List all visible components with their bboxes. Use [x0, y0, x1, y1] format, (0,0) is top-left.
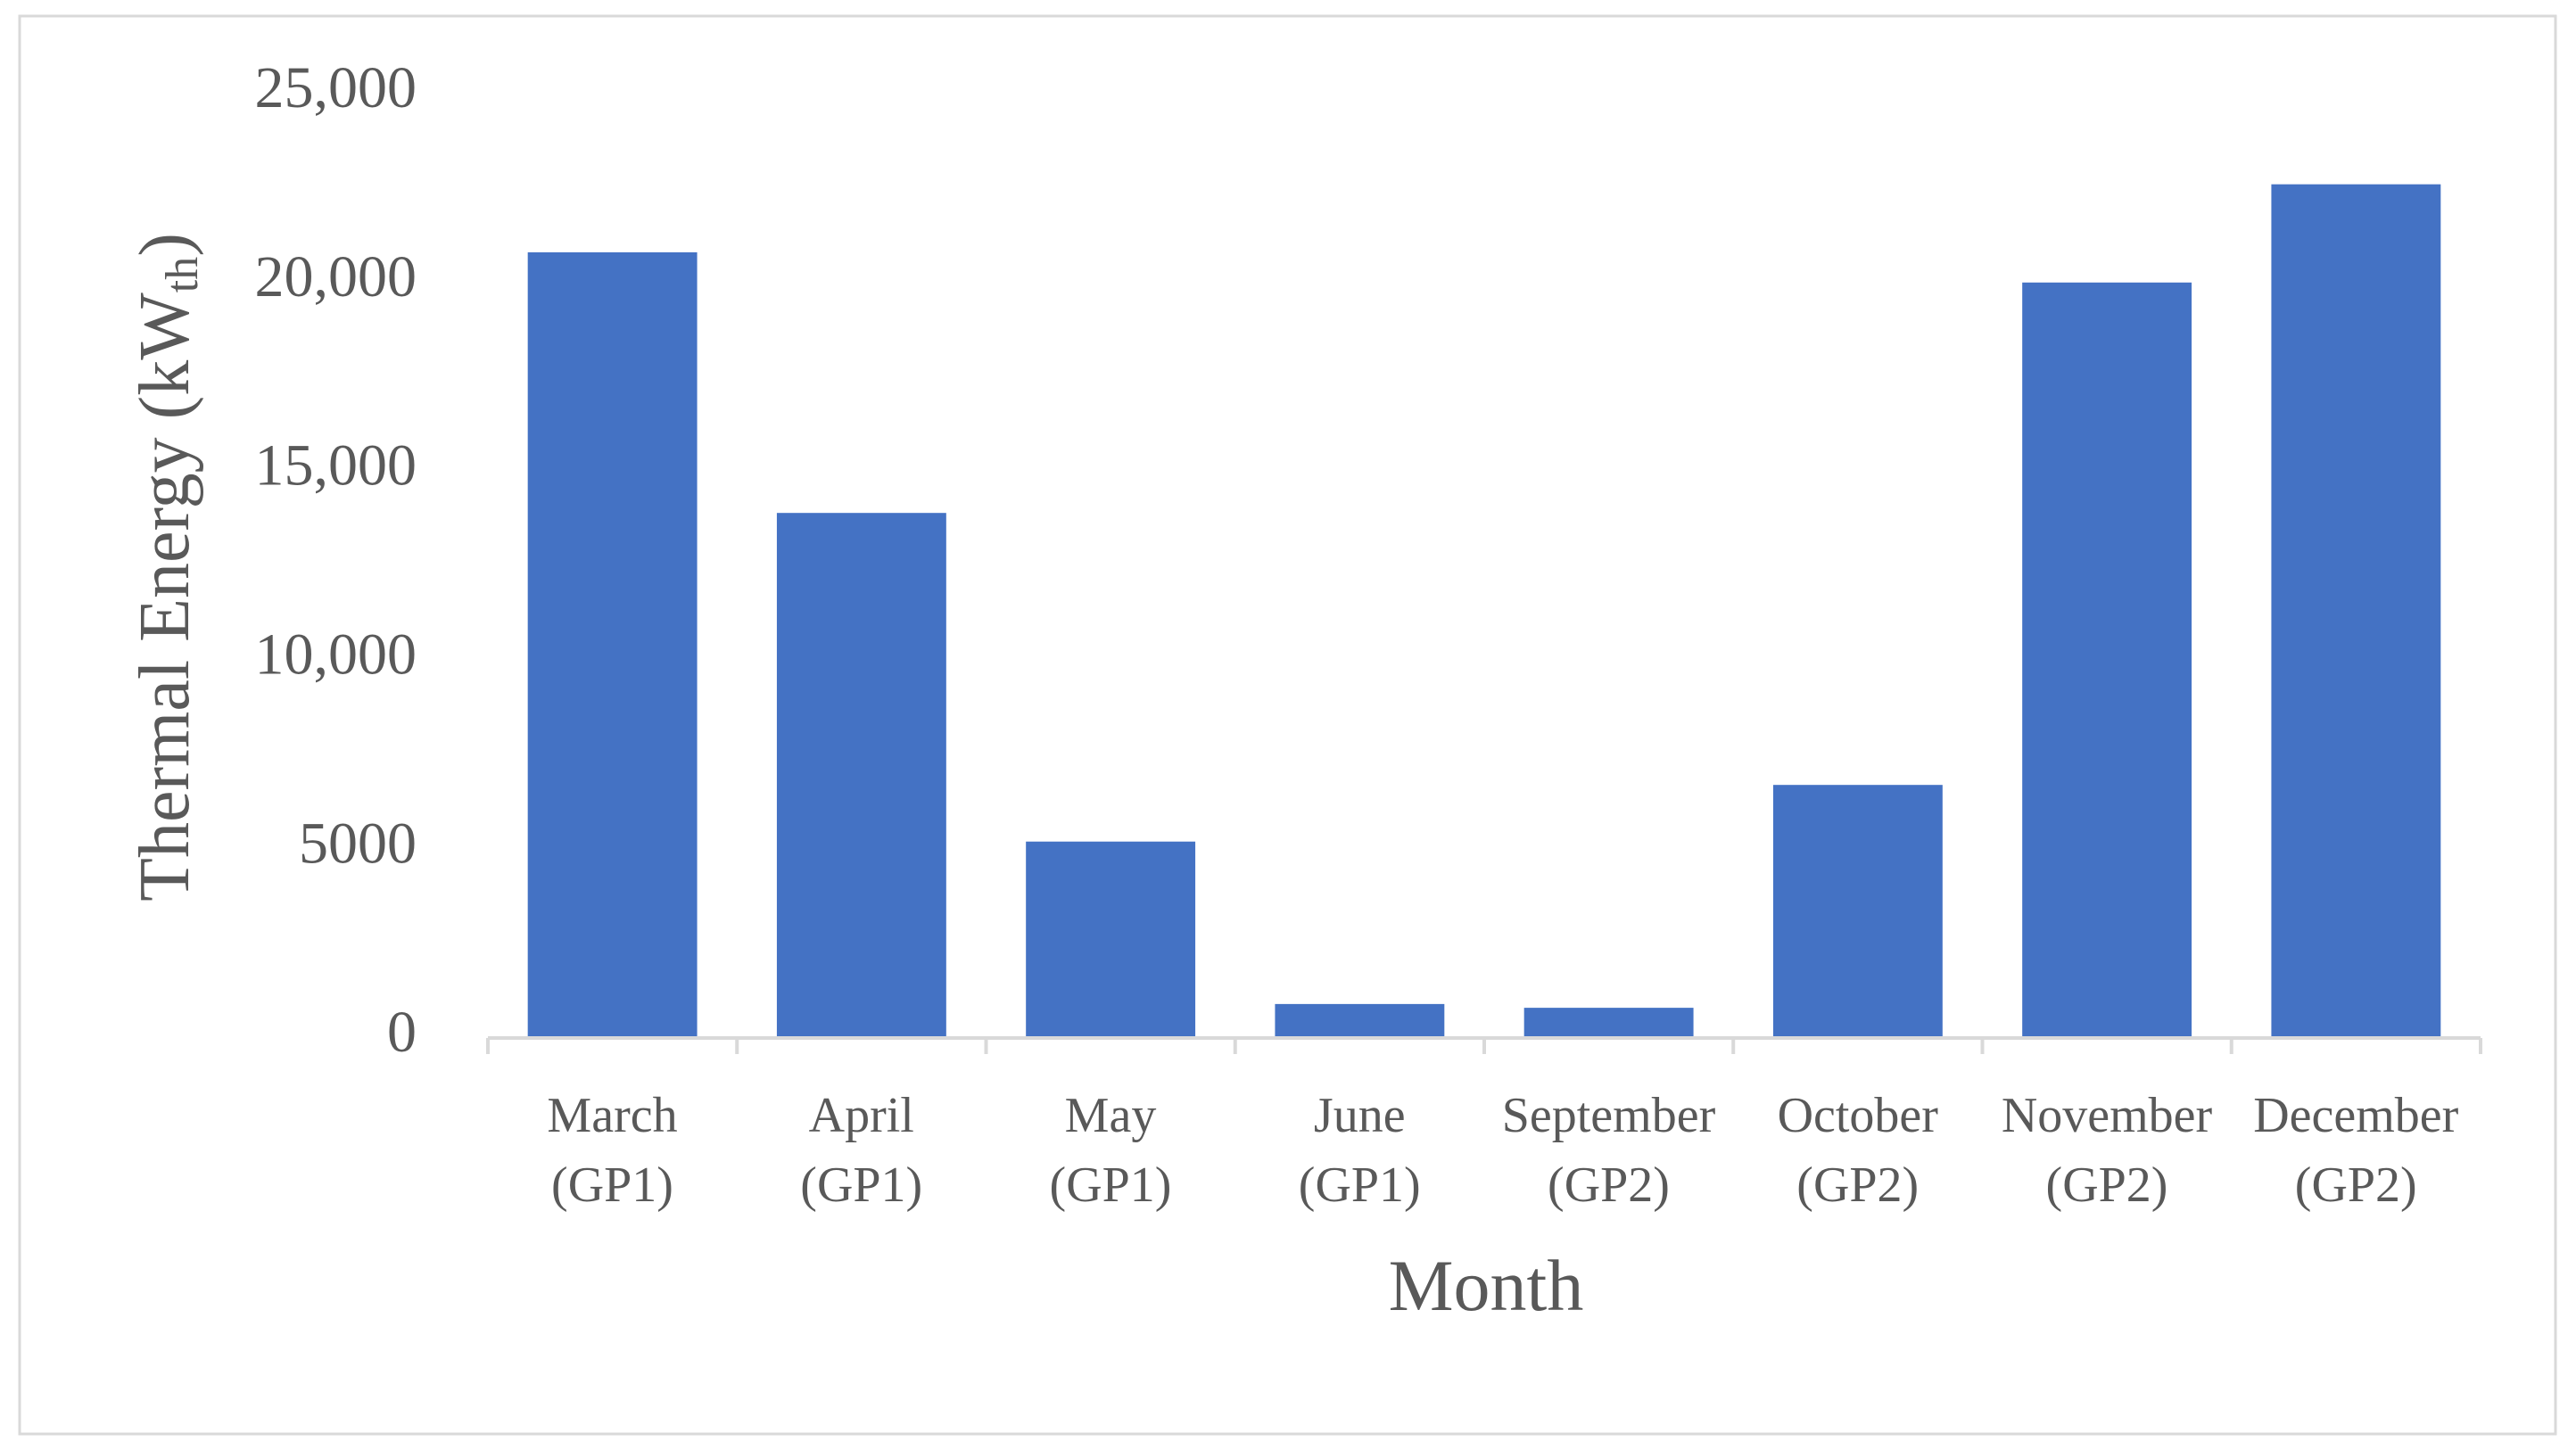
- bar: [527, 251, 698, 1038]
- bar: [776, 513, 946, 1038]
- x-tick-label: June (GP1): [1298, 1088, 1421, 1213]
- y-tick-label: 25,000: [255, 55, 417, 120]
- x-tick-label: May (GP1): [1049, 1088, 1172, 1213]
- bar: [1523, 1008, 1694, 1038]
- bar: [1772, 785, 1943, 1038]
- y-tick-label: 5000: [299, 811, 417, 876]
- y-axis-title: Thermal Energy (kWth): [126, 233, 208, 902]
- x-axis-title: Month: [1389, 1245, 1584, 1326]
- y-tick-label: 20,000: [255, 244, 417, 309]
- y-axis-title-sub: th: [157, 257, 208, 292]
- chart-border: [18, 14, 2557, 1436]
- y-tick-label: 0: [387, 1000, 417, 1065]
- y-axis-title-end: ): [126, 233, 204, 257]
- x-tick-label: November (GP2): [2001, 1088, 2213, 1213]
- bar: [1275, 1003, 1445, 1038]
- y-tick-label: 10,000: [255, 622, 417, 688]
- x-tick-label: April (GP1): [800, 1088, 923, 1213]
- y-tick-label: 15,000: [255, 433, 417, 498]
- x-tick-label: December (GP2): [2253, 1088, 2459, 1213]
- y-axis-title-main: Thermal Energy (kW: [126, 292, 204, 902]
- bar: [2271, 184, 2441, 1038]
- bar: [1026, 841, 1196, 1038]
- x-tick-label: September (GP2): [1501, 1088, 1716, 1213]
- x-tick-label: March (GP1): [547, 1088, 678, 1213]
- bar: [2022, 282, 2192, 1038]
- x-tick-label: October (GP2): [1777, 1088, 1938, 1213]
